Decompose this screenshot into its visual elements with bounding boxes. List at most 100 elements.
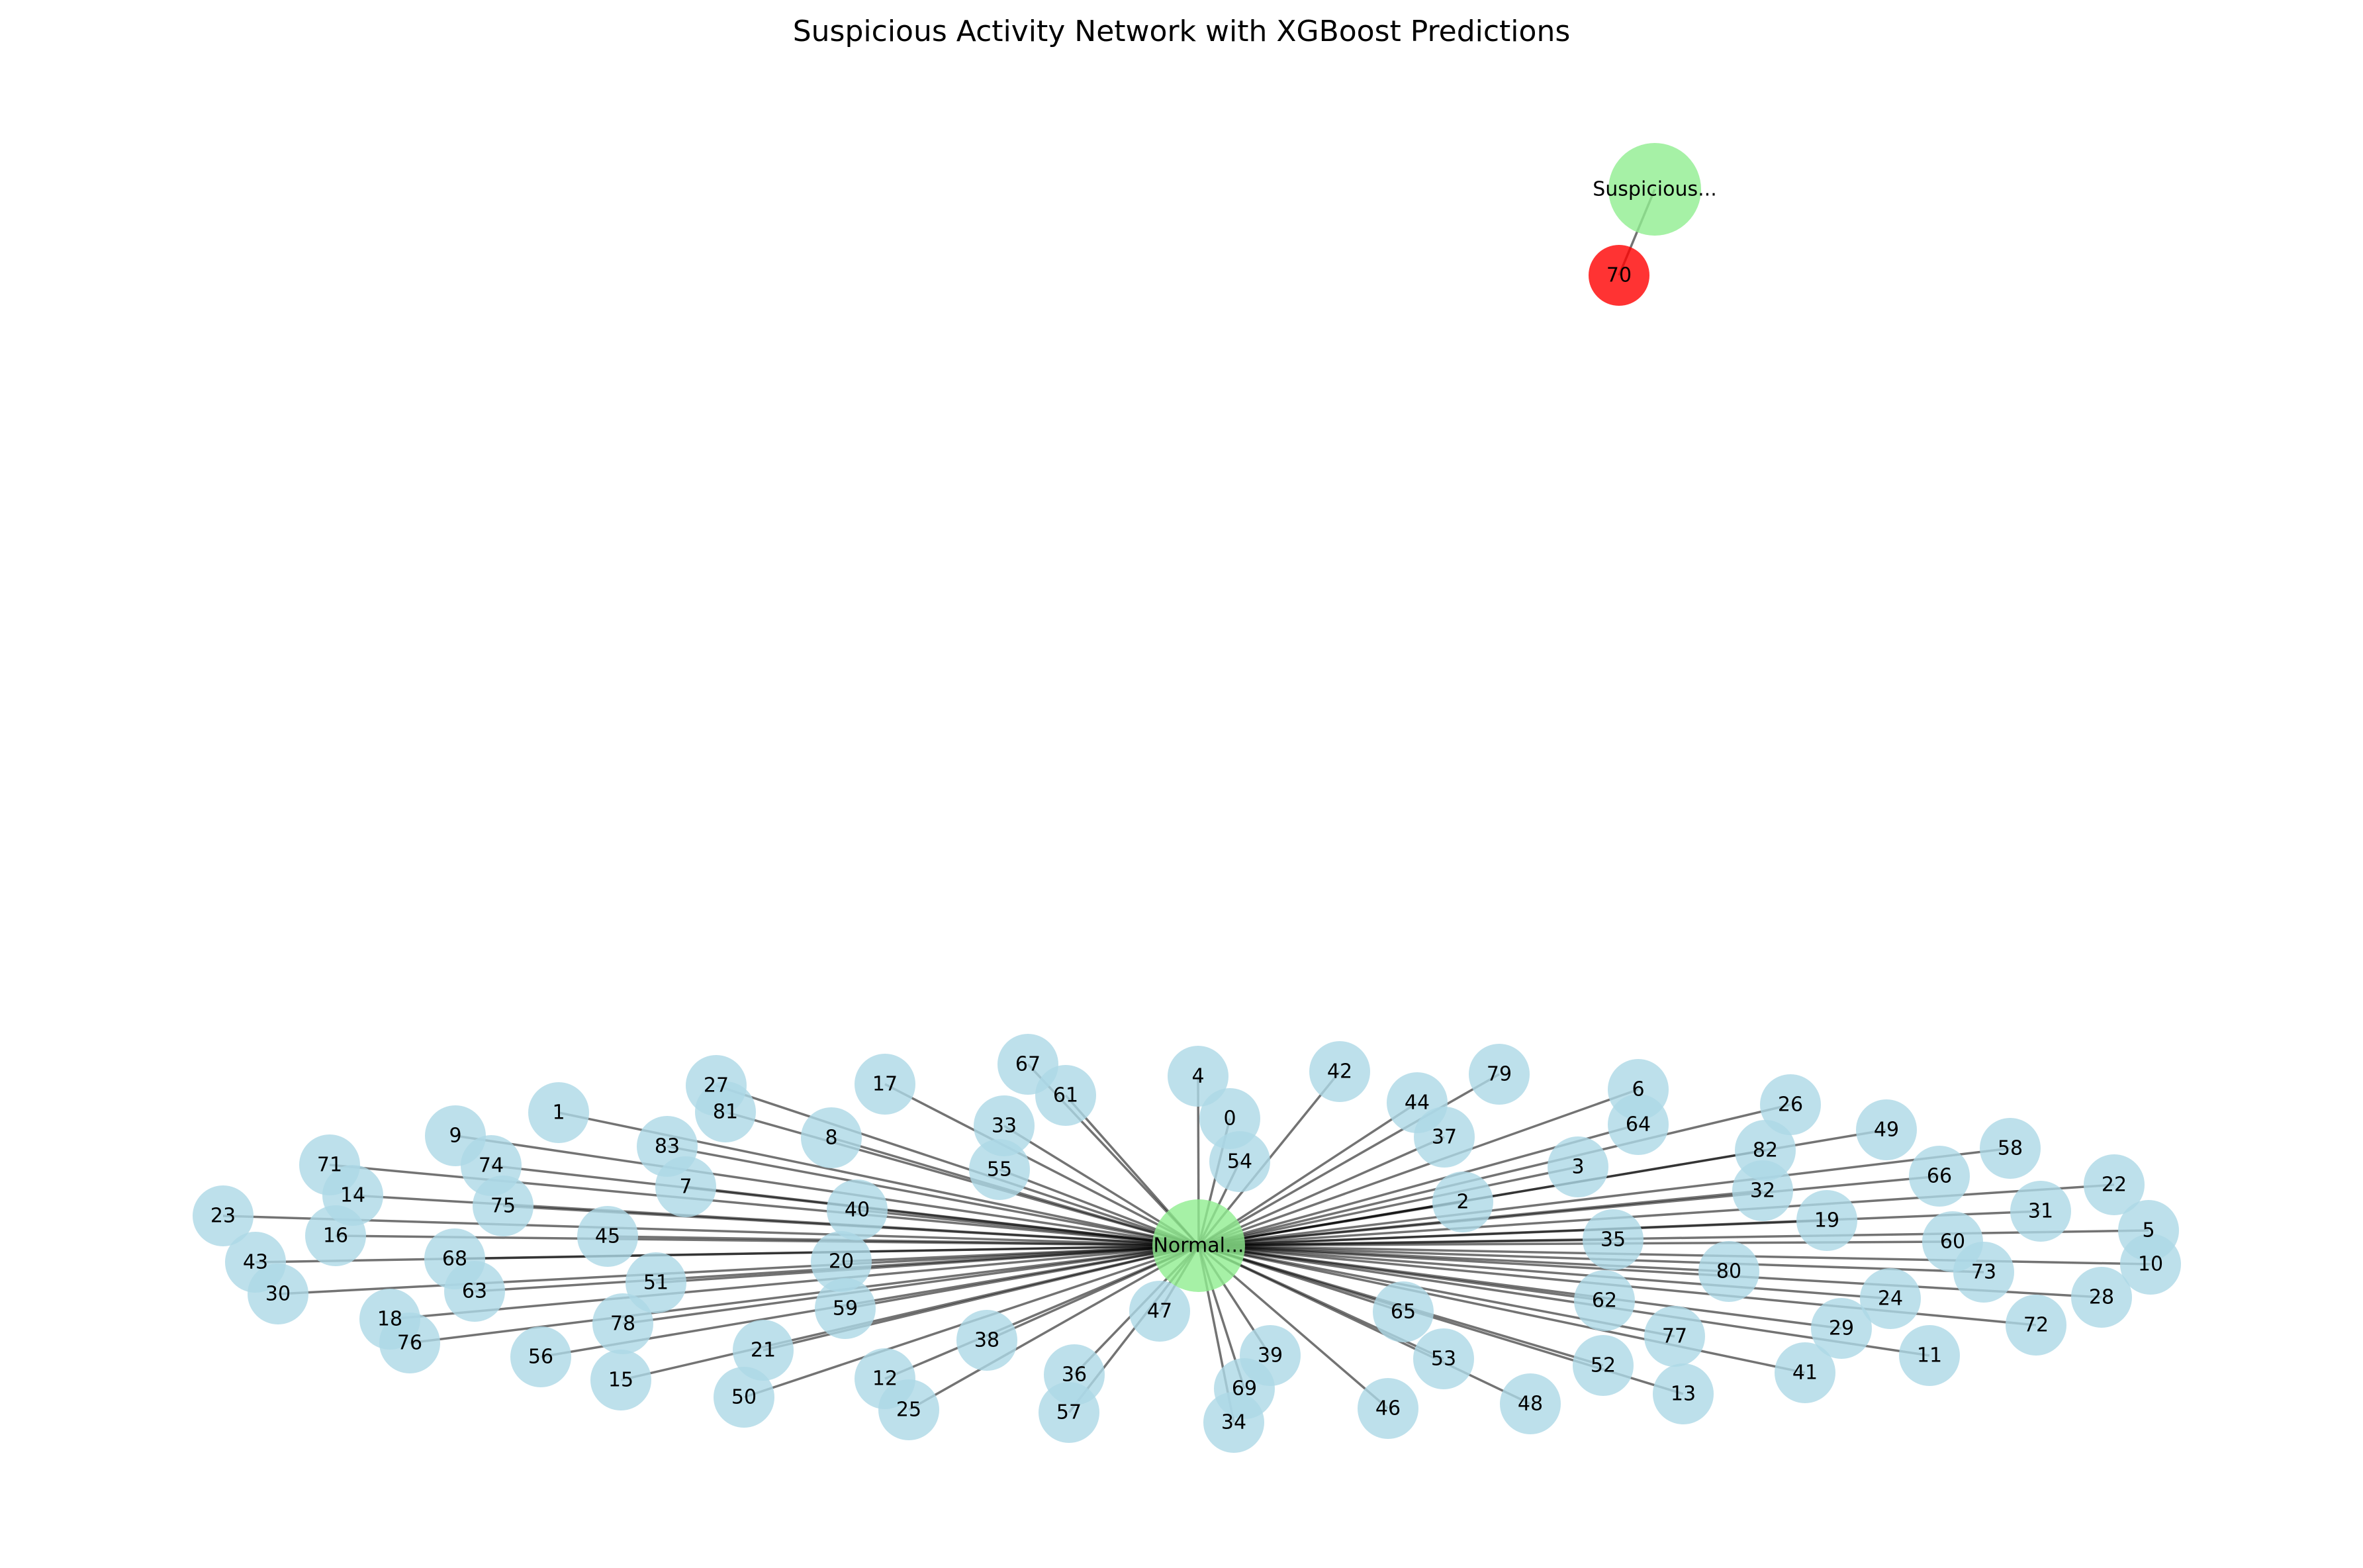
labels-layer: 0123456789101112131415161718192021222324… (210, 178, 2163, 1434)
edge-normal-hub-to-node-28 (1198, 1244, 2102, 1299)
edge-normal-hub-to-node-59 (845, 1244, 1199, 1310)
normal-node-52 (1573, 1335, 1634, 1396)
normal-node-40 (827, 1179, 888, 1240)
normal-node-23 (193, 1185, 254, 1246)
edge-normal-hub-to-node-62 (1198, 1244, 1605, 1302)
node-label-62: 62 (1592, 1289, 1617, 1313)
node-label-40: 40 (845, 1199, 870, 1222)
node-label-28: 28 (2089, 1286, 2114, 1309)
normal-node-75 (473, 1176, 533, 1236)
normal-node-64 (1608, 1094, 1669, 1155)
figure-title: Suspicious Activity Network with XGBoost… (792, 15, 1571, 48)
node-label-26: 26 (1778, 1093, 1803, 1117)
node-label-67: 67 (1015, 1053, 1041, 1076)
node-label-24: 24 (1878, 1287, 1903, 1311)
normal-node-62 (1574, 1270, 1635, 1331)
node-label-82: 82 (1753, 1139, 1778, 1162)
node-label-76: 76 (397, 1332, 422, 1355)
node-label-52: 52 (1591, 1354, 1616, 1377)
normal-node-15 (590, 1350, 651, 1410)
edge-normal-hub-to-node-81 (725, 1111, 1199, 1247)
node-label-36: 36 (1062, 1363, 1087, 1387)
nodes-layer (193, 143, 2181, 1453)
node-label-5: 5 (2142, 1219, 2154, 1242)
normal-node-73 (1953, 1242, 2014, 1303)
node-label-58: 58 (1998, 1137, 2023, 1160)
node-label-8: 8 (825, 1127, 837, 1150)
normal-node-48 (1500, 1373, 1561, 1434)
node-label-64: 64 (1626, 1113, 1651, 1136)
node-label-23: 23 (210, 1205, 236, 1228)
normal-node-3 (1548, 1136, 1608, 1197)
node-label-50: 50 (731, 1386, 757, 1409)
node-label-68: 68 (442, 1248, 467, 1271)
node-label-44: 44 (1405, 1091, 1430, 1115)
edge-normal-hub-to-node-76 (409, 1244, 1199, 1344)
normal-node-83 (637, 1116, 698, 1177)
normal-node-55 (969, 1139, 1030, 1200)
node-label-14: 14 (340, 1184, 365, 1207)
suspicious-hub-node (1608, 143, 1701, 236)
node-label-7: 7 (679, 1176, 692, 1199)
normal-node-11 (1899, 1325, 1960, 1386)
edge-normal-hub-to-node-23 (222, 1215, 1199, 1247)
normal-node-24 (1860, 1268, 1921, 1329)
normal-node-77 (1644, 1306, 1705, 1367)
node-label-71: 71 (317, 1154, 342, 1177)
normal-node-45 (577, 1206, 638, 1267)
node-label-22: 22 (2102, 1174, 2127, 1197)
edge-normal-hub-to-node-41 (1198, 1244, 1806, 1374)
node-label-9: 9 (449, 1125, 461, 1148)
normal-node-28 (2071, 1267, 2132, 1328)
node-label-74: 74 (479, 1154, 504, 1177)
node-label-42: 42 (1327, 1060, 1352, 1084)
normal-node-51 (626, 1252, 686, 1313)
node-label-59: 59 (833, 1297, 858, 1320)
edge-normal-hub-to-node-18 (389, 1244, 1199, 1320)
normal-node-35 (1583, 1209, 1644, 1270)
normal-node-69 (1214, 1358, 1275, 1419)
node-label-83: 83 (655, 1135, 680, 1158)
edge-normal-hub-to-node-79 (1198, 1073, 1500, 1247)
normal-node-43 (225, 1232, 286, 1293)
node-label-70: 70 (1606, 264, 1632, 287)
node-label-6: 6 (1632, 1078, 1644, 1101)
node-label-79: 79 (1487, 1063, 1512, 1086)
normal-node-79 (1469, 1044, 1530, 1105)
node-label-38: 38 (974, 1329, 999, 1352)
node-label-32: 32 (1750, 1179, 1775, 1203)
node-label-21: 21 (751, 1339, 776, 1362)
normal-hub-label: Normal... (1153, 1234, 1244, 1258)
node-label-57: 57 (1056, 1401, 1082, 1424)
normal-node-41 (1775, 1342, 1835, 1403)
edge-normal-hub-to-node-83 (667, 1145, 1199, 1247)
node-label-20: 20 (829, 1250, 854, 1273)
node-label-75: 75 (490, 1195, 516, 1218)
edge-normal-hub-to-node-25 (908, 1244, 1199, 1411)
normal-node-71 (299, 1134, 360, 1195)
normal-node-59 (815, 1278, 876, 1339)
normal-node-21 (733, 1320, 794, 1381)
node-label-4: 4 (1191, 1065, 1204, 1088)
normal-node-47 (1129, 1281, 1190, 1342)
node-label-10: 10 (2138, 1253, 2163, 1276)
node-label-18: 18 (377, 1308, 402, 1331)
node-label-54: 54 (1227, 1150, 1252, 1174)
edge-normal-hub-to-node-11 (1198, 1244, 1930, 1357)
node-label-49: 49 (1874, 1119, 1899, 1142)
node-label-1: 1 (552, 1101, 565, 1125)
node-label-77: 77 (1662, 1325, 1687, 1348)
normal-node-8 (801, 1107, 862, 1168)
node-label-34: 34 (1221, 1411, 1246, 1434)
normal-node-2 (1432, 1172, 1493, 1232)
normal-node-26 (1760, 1074, 1821, 1135)
node-label-33: 33 (992, 1115, 1017, 1138)
edge-normal-hub-to-node-3 (1198, 1166, 1579, 1247)
normal-node-25 (878, 1379, 939, 1440)
edge-normal-hub-to-node-9 (455, 1134, 1199, 1247)
suspicious-hub-label: Suspicious... (1593, 178, 1717, 201)
node-label-29: 29 (1829, 1317, 1854, 1340)
normal-node-31 (2010, 1181, 2071, 1242)
